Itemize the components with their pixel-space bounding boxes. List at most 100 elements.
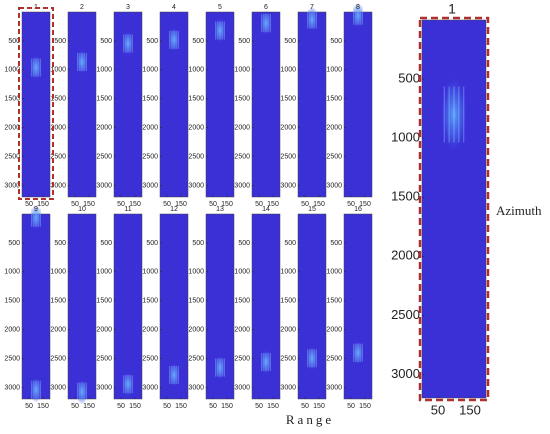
- y-tick-label: 1000: [326, 67, 342, 74]
- y-tick-label: 500: [100, 38, 112, 45]
- x-tick-label: 50: [209, 403, 217, 410]
- x-tick-label: 50: [301, 201, 309, 208]
- y-tick-label: 2500: [50, 153, 66, 160]
- panel-title: 1: [448, 1, 456, 17]
- y-tick-label: 2000: [280, 124, 296, 131]
- y-tick-label: 1500: [142, 96, 158, 103]
- y-tick-label: 2500: [234, 355, 250, 362]
- x-tick-label: 150: [129, 201, 141, 208]
- y-tick-label: 2000: [142, 124, 158, 131]
- image-panel: [67, 213, 97, 400]
- y-tick-label: 500: [284, 38, 296, 45]
- panel-title: 16: [354, 206, 362, 213]
- y-tick-label: 2000: [234, 124, 250, 131]
- x-tick-label: 50: [347, 201, 355, 208]
- y-tick-label: 3000: [142, 384, 158, 391]
- y-tick-label: 2500: [188, 355, 204, 362]
- y-tick-label: 1500: [188, 298, 204, 305]
- y-tick-label: 1500: [280, 96, 296, 103]
- y-tick-label: 1000: [188, 269, 204, 276]
- y-tick-label: 2500: [280, 355, 296, 362]
- y-tick-label: 500: [146, 38, 158, 45]
- y-tick-label: 2000: [4, 124, 20, 131]
- panel-title: 15: [308, 206, 316, 213]
- y-tick-label: 2000: [391, 248, 420, 263]
- y-tick-label: 2000: [142, 326, 158, 333]
- y-tick-label: 500: [146, 240, 158, 247]
- y-tick-label: 2500: [326, 153, 342, 160]
- panel-title: 12: [170, 206, 178, 213]
- y-tick-label: 1000: [96, 269, 112, 276]
- x-tick-label: 50: [347, 403, 355, 410]
- x-tick-label: 50: [163, 201, 171, 208]
- y-tick-label: 2500: [4, 153, 20, 160]
- y-tick-label: 500: [54, 240, 66, 247]
- y-tick-label: 500: [330, 240, 342, 247]
- x-tick-label: 50: [255, 403, 263, 410]
- x-tick-label: 50: [117, 403, 125, 410]
- y-tick-label: 1000: [50, 67, 66, 74]
- highlight-box: [418, 16, 490, 402]
- y-tick-label: 2500: [4, 355, 20, 362]
- y-tick-label: 3000: [50, 384, 66, 391]
- y-tick-label: 500: [192, 240, 204, 247]
- y-tick-label: 3000: [234, 182, 250, 189]
- y-tick-label: 3000: [234, 384, 250, 391]
- y-tick-label: 2500: [96, 153, 112, 160]
- y-axis-label: Azimuth: [496, 203, 542, 218]
- y-tick-label: 3000: [188, 384, 204, 391]
- y-tick-label: 2500: [234, 153, 250, 160]
- y-tick-label: 1500: [96, 298, 112, 305]
- y-tick-label: 1500: [4, 96, 20, 103]
- y-tick-label: 1000: [280, 67, 296, 74]
- y-tick-label: 2500: [391, 307, 420, 322]
- y-tick-label: 3000: [96, 182, 112, 189]
- y-tick-label: 500: [330, 38, 342, 45]
- x-tick-label: 150: [83, 403, 95, 410]
- x-tick-label: 50: [431, 402, 445, 417]
- image-panel: [67, 11, 97, 198]
- x-tick-label: 150: [175, 201, 187, 208]
- y-tick-label: 1000: [188, 67, 204, 74]
- y-tick-label: 1000: [142, 269, 158, 276]
- y-tick-label: 2500: [96, 355, 112, 362]
- y-tick-label: 1500: [188, 96, 204, 103]
- panel-title: 10: [78, 206, 86, 213]
- y-tick-label: 3000: [280, 384, 296, 391]
- y-tick-label: 2000: [188, 326, 204, 333]
- y-tick-label: 1500: [50, 298, 66, 305]
- y-tick-label: 3000: [280, 182, 296, 189]
- y-tick-label: 1500: [142, 298, 158, 305]
- y-tick-label: 2000: [188, 124, 204, 131]
- panel-title: 6: [264, 4, 268, 11]
- x-axis-label: Range: [286, 412, 334, 427]
- y-tick-label: 500: [8, 38, 20, 45]
- x-tick-label: 150: [221, 201, 233, 208]
- x-tick-label: 150: [83, 201, 95, 208]
- y-tick-label: 3000: [188, 182, 204, 189]
- panel-title: 7: [310, 4, 314, 11]
- y-tick-label: 1500: [326, 298, 342, 305]
- x-tick-label: 50: [301, 403, 309, 410]
- image-panel: [343, 213, 373, 400]
- x-tick-label: 150: [359, 201, 371, 208]
- y-tick-label: 1000: [50, 269, 66, 276]
- x-tick-label: 50: [117, 201, 125, 208]
- y-tick-label: 2000: [4, 326, 20, 333]
- y-tick-label: 1000: [234, 269, 250, 276]
- panel-title: 13: [216, 206, 224, 213]
- x-tick-label: 150: [175, 403, 187, 410]
- y-tick-label: 1500: [326, 96, 342, 103]
- y-tick-label: 1500: [391, 189, 420, 204]
- x-tick-label: 150: [37, 403, 49, 410]
- y-tick-label: 500: [192, 38, 204, 45]
- y-tick-label: 500: [284, 240, 296, 247]
- y-tick-label: 1000: [234, 67, 250, 74]
- x-tick-label: 50: [25, 201, 33, 208]
- panel-title: 5: [218, 4, 222, 11]
- panel-title: 8: [356, 4, 360, 11]
- y-tick-label: 1000: [142, 67, 158, 74]
- y-tick-label: 3000: [391, 366, 420, 381]
- y-tick-label: 1000: [4, 269, 20, 276]
- x-tick-label: 150: [267, 403, 279, 410]
